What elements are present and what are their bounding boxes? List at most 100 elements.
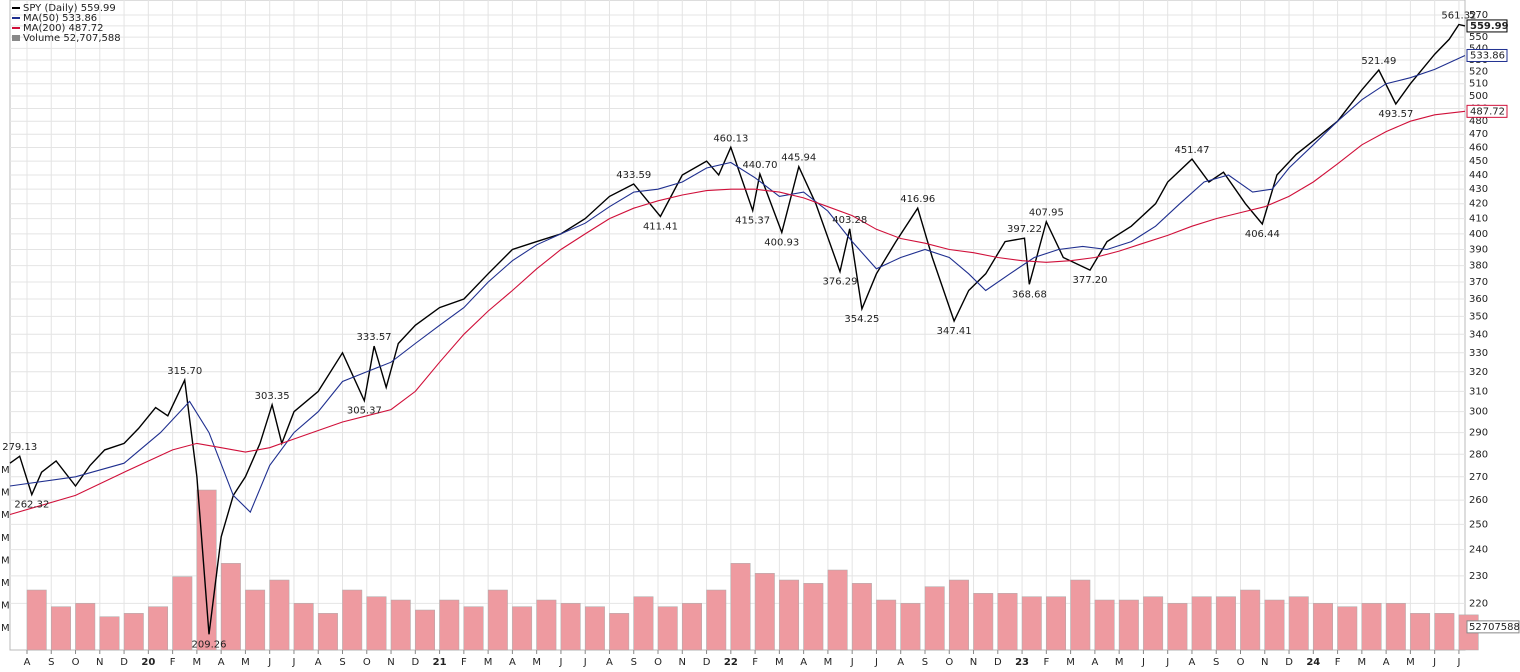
- volume-bar: [342, 589, 363, 651]
- volume-bar: [148, 606, 169, 651]
- x-tick-label: D: [120, 657, 128, 668]
- x-tick-label: M: [532, 657, 541, 668]
- x-tick-label: F: [1335, 657, 1341, 668]
- volume-bar: [51, 606, 71, 651]
- volume-axis-label: M: [1, 510, 10, 521]
- x-tick-label: F: [170, 657, 176, 668]
- x-tick-label: A: [606, 657, 613, 668]
- y-tick-label: 440: [1469, 170, 1488, 181]
- volume-bar: [1070, 579, 1091, 651]
- y-tick-label: 280: [1469, 449, 1488, 460]
- last-value-badge: [1466, 48, 1508, 62]
- y-tick-label: 290: [1469, 428, 1488, 439]
- y-tick-label: 390: [1469, 245, 1488, 256]
- volume-axis-label: M: [1, 465, 10, 476]
- y-tick-label: 250: [1469, 519, 1488, 530]
- volume-bar: [123, 613, 144, 651]
- volume-bar: [730, 563, 751, 651]
- y-tick-label: 370: [1469, 277, 1488, 288]
- y-tick-label: 500: [1469, 91, 1488, 102]
- last-value-badge: [1466, 19, 1508, 33]
- y-tick-label: 380: [1469, 261, 1488, 272]
- volume-bar: [827, 569, 848, 651]
- last-value-label: 559.99: [1470, 21, 1509, 32]
- x-tick-label: N: [96, 657, 103, 668]
- volume-bar: [1215, 596, 1236, 651]
- x-tick-label: M: [1406, 657, 1415, 668]
- volume-bar: [779, 579, 800, 651]
- x-tick-label: 20: [141, 657, 155, 668]
- x-tick-label: A: [1189, 657, 1196, 668]
- price-line: [9, 23, 1466, 635]
- volume-bar: [633, 596, 654, 651]
- annotation: 493.57: [1378, 109, 1413, 120]
- x-tick-label: 23: [1015, 657, 1029, 668]
- x-tick-label: N: [679, 657, 686, 668]
- annotation: 460.13: [713, 133, 748, 144]
- x-tick-label: N: [970, 657, 977, 668]
- y-tick-label: 320: [1469, 367, 1488, 378]
- annotation: 403.28: [832, 215, 867, 226]
- x-tick-label: N: [387, 657, 394, 668]
- volume-bar: [1240, 589, 1261, 651]
- volume-bar: [682, 603, 702, 651]
- volume-bar: [1361, 603, 1382, 651]
- annotation: 416.96: [900, 194, 935, 205]
- annotation: 315.70: [167, 366, 202, 377]
- volume-bar: [851, 583, 872, 651]
- annotation: 354.25: [844, 314, 879, 325]
- x-tick-label: M: [824, 657, 833, 668]
- volume-bar: [876, 599, 897, 651]
- x-tick-label: N: [1261, 657, 1268, 668]
- x-tick-label: M: [1066, 657, 1075, 668]
- y-tick-label: 470: [1469, 129, 1488, 140]
- x-tick-label: 21: [433, 657, 447, 668]
- volume-bar: [487, 589, 508, 651]
- plot-frame: [9, 0, 1466, 651]
- annotation: 376.29: [823, 277, 858, 288]
- volume-bar: [1118, 599, 1139, 651]
- volume-bar: [366, 596, 387, 651]
- y-tick-label: 460: [1469, 143, 1488, 154]
- x-tick-label: S: [339, 657, 345, 668]
- y-tick-label: 330: [1469, 348, 1488, 359]
- volume-bar: [99, 616, 120, 651]
- y-tick-label: 230: [1469, 571, 1488, 582]
- y-tick-label: 270: [1469, 472, 1488, 483]
- x-tick-label: F: [1043, 657, 1049, 668]
- x-tick-label: A: [315, 657, 322, 668]
- annotation: 305.37: [347, 406, 382, 417]
- y-tick-label: 420: [1469, 199, 1488, 210]
- annotation: 521.49: [1361, 56, 1396, 67]
- x-tick-label: D: [411, 657, 419, 668]
- last-value-label: 533.86: [1470, 50, 1505, 61]
- annotation: 279.13: [2, 442, 37, 453]
- volume-bar: [512, 606, 533, 651]
- volume-bar: [390, 599, 411, 651]
- volume-axis-label: M: [1, 601, 10, 612]
- volume-bar: [1337, 606, 1358, 651]
- annotation: 377.20: [1073, 275, 1108, 286]
- y-tick-label: 310: [1469, 386, 1488, 397]
- x-tick-label: M: [193, 657, 202, 668]
- volume-bar: [220, 563, 241, 651]
- volume-bar: [75, 603, 96, 651]
- annotation: 411.41: [643, 221, 678, 232]
- volume-bar: [463, 606, 484, 651]
- volume-bar: [536, 599, 557, 651]
- legend-label: Volume 52,707,588: [23, 33, 121, 44]
- x-tick-label: O: [654, 657, 662, 668]
- x-tick-label: M: [1115, 657, 1124, 668]
- volume-bar: [1167, 603, 1188, 651]
- annotation: 347.41: [937, 326, 972, 337]
- volume-bar: [1313, 603, 1333, 651]
- annotation: 333.57: [357, 332, 392, 343]
- annotation: 209.26: [192, 639, 227, 650]
- y-tick-label: 350: [1469, 311, 1488, 322]
- annotation: 407.95: [1029, 208, 1064, 219]
- volume-bar: [560, 603, 581, 651]
- last-value-label: 52707588: [1469, 622, 1520, 633]
- y-tick-label: 410: [1469, 214, 1488, 225]
- volume-bar: [900, 603, 921, 651]
